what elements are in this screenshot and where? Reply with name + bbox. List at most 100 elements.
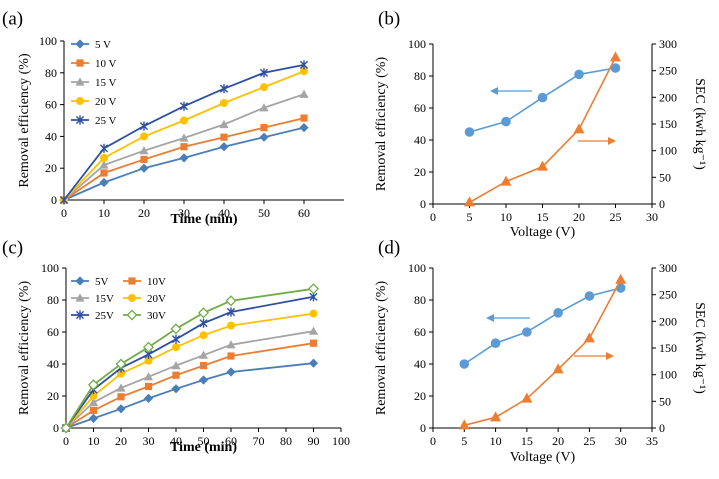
x-tick-label: 15 [521,434,533,448]
legend-marker [75,39,85,49]
legend-entry: 25 V [71,115,117,127]
y2-tick-label: 0 [659,197,665,211]
data-point [309,309,318,318]
y-axis-label: Removal efficiency (%) [374,281,389,416]
x-tick-label: 0 [61,206,67,220]
legend-label: 20 V [95,96,117,108]
left-axis-arrowhead [490,87,498,95]
y-tick-label: 20 [414,165,426,179]
x-tick-label: 10 [490,434,502,448]
y-tick-label: 40 [45,129,57,143]
legend-entry: 5 V [71,39,111,51]
y-tick-label: 100 [408,261,426,275]
y-tick-label: 100 [41,261,59,275]
right-axis-arrowhead [606,352,614,360]
legend-marker [75,276,85,286]
series-line [65,312,314,429]
x-tick-label: 20 [115,434,127,448]
data-point [615,273,627,284]
legend-label: 20V [147,293,166,305]
data-point [199,362,208,370]
data-point [143,393,154,403]
y2-tick-label: 150 [659,341,677,355]
data-point [259,132,269,142]
y2-tick-label: 50 [659,394,671,408]
series-10v [62,339,318,432]
data-point [574,69,584,80]
data-point [309,339,318,347]
legend-marker [76,97,84,105]
data-point [170,323,182,335]
x-tick-label: 20 [138,206,150,220]
x-tick-label: 40 [218,206,230,220]
series-line [464,279,622,427]
y-tick-label: 60 [45,98,57,112]
legend: 5 V 10 V 15 V 20 V 25 V [71,39,117,127]
legend-entry: 15 V [71,77,117,89]
data-point [300,67,308,76]
data-point [537,92,548,103]
data-point [99,143,109,153]
x-tick-label: 5 [467,210,473,224]
data-point [259,103,269,112]
x-tick-label: 40 [170,434,182,448]
x-tick-label: 35 [646,434,658,448]
data-point [116,383,126,392]
x-axis-label: Time (min) [170,212,237,227]
data-point [180,143,188,151]
x-tick-label: 50 [258,206,270,220]
legend-entry: 5V [71,276,109,288]
x-tick-label: 10 [88,434,100,448]
data-point [226,367,236,377]
legend-marker [76,59,84,67]
data-point [139,163,149,173]
data-point [140,155,148,164]
x-tick-label: 50 [198,434,210,448]
x-tick-label: 5 [461,434,467,448]
data-point [60,422,72,434]
legend-entry: 10V [123,276,166,288]
data-point [537,160,548,171]
data-point [307,283,320,295]
data-point [179,101,189,111]
x-tick-label: 0 [430,210,436,224]
x-tick-label: 70 [253,434,265,448]
y-tick-label: 0 [420,197,426,211]
data-point [553,308,563,318]
data-point [171,361,181,370]
data-point [88,397,99,406]
series-removal-efficiency [459,283,626,369]
data-point [117,369,125,378]
y-tick-label: 40 [414,133,426,147]
data-point [100,169,108,177]
y-tick-label: 0 [51,193,57,207]
x-axis-label: Voltage (V) [510,225,576,240]
y2-tick-label: 300 [659,37,677,51]
y-axis-label: Removal efficiency (%) [17,53,32,188]
data-point [180,116,188,125]
left-axis-arrowhead [486,314,494,322]
data-point [171,384,181,394]
series-line [463,287,621,365]
data-point [227,352,235,360]
data-point [308,358,319,368]
data-point [89,406,98,414]
data-point [299,123,309,133]
data-point [140,132,148,141]
panel-label: (d) [378,237,400,258]
data-point [573,123,585,134]
data-point [144,382,153,390]
series-30v [60,283,320,434]
data-point [552,363,564,374]
legend-label: 5 V [95,39,111,51]
x-tick-label: 80 [280,434,292,448]
legend-label: 25 V [95,115,117,127]
x-tick-label: 20 [552,434,564,448]
x-tick-label: 0 [430,434,436,448]
legend-entry: 20V [123,293,166,305]
y-axis-label: Removal efficiency (%) [17,281,32,416]
legend-marker [75,77,85,86]
legend-label: 15V [95,293,114,305]
data-point [219,142,229,152]
